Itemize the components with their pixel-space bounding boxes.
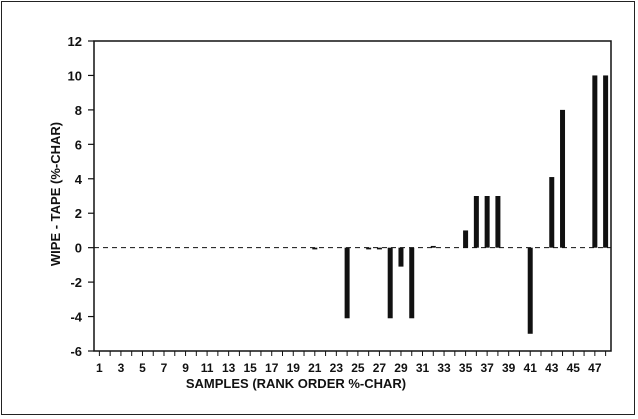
bar-sample-21 (312, 247, 318, 250)
x-tick-label: 13 (222, 361, 236, 375)
x-tick-label: 19 (287, 361, 301, 375)
x-tick-label: 5 (139, 361, 146, 375)
y-tick-label: -2 (70, 275, 82, 290)
bar-sample-41 (527, 247, 533, 334)
y-tick-label: 2 (75, 206, 82, 221)
bar-sample-44 (560, 109, 566, 248)
bar-series (312, 75, 609, 334)
x-tick-label: 41 (524, 361, 538, 375)
x-tick-label: 33 (437, 361, 451, 375)
x-tick-label: 1 (96, 361, 103, 375)
y-tick-label: -4 (70, 310, 82, 325)
bar-sample-48 (603, 75, 609, 248)
y-tick-label: 12 (68, 34, 82, 49)
bar-sample-27 (376, 247, 382, 250)
bar-sample-36 (473, 196, 479, 248)
x-tick-label: 35 (459, 361, 473, 375)
y-tick-label: 6 (75, 137, 82, 152)
x-tick-label: 11 (201, 361, 214, 375)
x-tick-label: 37 (480, 361, 494, 375)
bar-sample-28 (387, 247, 393, 319)
chart-axes (88, 40, 612, 356)
x-tick-label: 39 (502, 361, 516, 375)
bar-sample-32 (430, 245, 436, 248)
y-tick-label: 4 (75, 172, 83, 187)
x-tick-label: 7 (161, 361, 168, 375)
bar-sample-35 (463, 230, 469, 248)
y-tick-label: -6 (70, 344, 82, 359)
bar-sample-38 (495, 196, 501, 248)
bar-sample-37 (484, 196, 490, 248)
x-tick-label: 27 (373, 361, 387, 375)
bar-sample-29 (398, 247, 404, 267)
x-tick-label: 17 (265, 361, 279, 375)
y-tick-label: 10 (68, 68, 82, 83)
y-axis-title: WIPE - TAPE (%-CHAR) (48, 122, 63, 266)
x-tick-label: 25 (351, 361, 365, 375)
x-axis-title: SAMPLES (RANK ORDER %-CHAR) (186, 376, 406, 391)
y-tick-label: 8 (75, 103, 82, 118)
y-tick-label: 0 (75, 241, 82, 256)
x-tick-label: 9 (182, 361, 189, 375)
x-tick-label: 43 (545, 361, 559, 375)
bar-sample-47 (592, 75, 598, 248)
x-tick-label: 45 (567, 361, 581, 375)
x-tick-label: 47 (588, 361, 602, 375)
bar-sample-24 (344, 247, 350, 319)
x-tick-label: 29 (394, 361, 408, 375)
x-tick-label: 15 (243, 361, 257, 375)
bar-sample-26 (366, 247, 372, 250)
x-tick-label: 3 (118, 361, 125, 375)
x-tick-label: 21 (308, 361, 322, 375)
plot-border (93, 40, 612, 352)
bar-sample-30 (409, 247, 415, 319)
x-tick-label: 31 (416, 361, 430, 375)
bar-sample-43 (549, 177, 555, 248)
x-tick-label: 23 (330, 361, 344, 375)
